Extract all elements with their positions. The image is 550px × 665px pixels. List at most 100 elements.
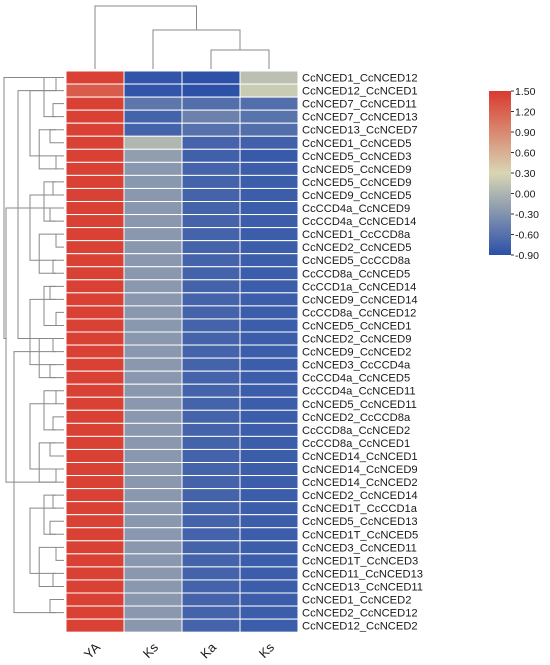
row-label: CcNCED7_CcNCED11 [302,99,417,111]
row-label: CcNCED13_CcNCED11 [302,581,423,593]
heatmap-cell [65,501,125,516]
heatmap-cell [65,135,125,150]
row-label: CcCCD4a_CcNCED14 [302,216,416,228]
legend-tick-label: 1.50 [515,86,536,98]
dendrogram-branch [43,390,56,431]
row-label: CcNCED2_CcNCED14 [302,490,418,502]
heatmap-cell [181,187,241,202]
heatmap-cell [65,187,125,202]
heatmap-cell [123,135,183,150]
color-legend-bar [489,91,511,255]
heatmap-cell [239,422,299,437]
dendrogram-branch [52,259,64,274]
row-label: CcCCD4a_CcNCED5 [302,373,410,385]
heatmap-cell [123,605,183,620]
heatmap-cell [239,187,299,202]
heatmap-cell [181,240,241,255]
heatmap-cell [181,214,241,229]
heatmap-cell [65,357,125,372]
heatmap-cell [239,396,299,411]
heatmap-cell [65,370,125,385]
heatmap-cell [65,279,125,294]
column-label: Ka_Ks [239,639,277,660]
row-label: CcNCED5_CcNCED1 [302,320,411,332]
row-label: CcNCED1_CcCCD8a [302,229,411,241]
row-label: CcNCED5_CcNCED13 [302,516,418,528]
row-label: CcNCED5_CcNCED9 [302,177,411,189]
heatmap-cell [65,305,125,320]
heatmap-cell [123,448,183,464]
heatmap-cell [65,266,125,281]
heatmap-cell [181,514,241,529]
heatmap-cell [239,475,299,490]
heatmap-cell [65,435,125,450]
dendrogram-branch [38,546,56,587]
dendrogram-branch [43,494,56,535]
heatmap-cell [181,553,241,568]
row-label: CcNCED9_CcNCED14 [302,294,418,306]
heatmap-cell [65,579,125,594]
heatmap-cell [65,618,125,633]
heatmap-cell [65,488,125,503]
heatmap-cell [181,566,241,581]
heatmap-cell [123,618,183,633]
heatmap-cells [65,70,299,633]
heatmap-cell [65,462,125,477]
row-label: CcNCED14_CcNCED1 [302,451,418,463]
heatmap-cell [239,488,299,503]
dendrogram-branch [29,507,56,574]
heatmap-cell [181,292,241,307]
heatmap-cell [65,292,125,307]
heatmap-cell [181,540,241,555]
row-label: CcCCD4a_CcNCED9 [302,203,410,215]
heatmap-cell [123,488,183,503]
dendrogram-branch [55,311,64,326]
row-label: CcNCED5_CcNCED9 [302,164,411,176]
heatmap-cell [123,240,183,255]
dendrogram-branch [17,90,56,340]
row-label: CcNCED9_CcNCED2 [302,347,411,359]
row-label: CcNCED2_CcNCED5 [302,242,411,254]
legend-tick-label: 0.00 [515,189,536,201]
heatmap-cell [65,592,125,607]
dendrogram-branch [55,390,64,405]
heatmap-cell [123,227,183,242]
heatmap-cell [123,422,183,437]
row-labels: CcNCED1_CcNCED12CcNCED12_CcNCED1CcNCED7_… [302,73,423,633]
heatmap-cell [65,344,125,359]
heatmap-cell [123,201,183,216]
row-label: CcCCD4a_CcNCED11 [302,386,416,398]
heatmap-cell [65,122,125,137]
heatmap-cell [65,227,125,242]
heatmap-cell [123,579,183,594]
heatmap-cell [239,174,299,189]
dendrogram-branch [38,129,56,170]
row-label: CcNCED1_CcNCED2 [302,595,411,607]
heatmap-cell [65,70,125,85]
heatmap-cell [181,579,241,594]
heatmap-cell [181,435,241,450]
row-label: CcNCED12_CcNCED2 [302,621,418,633]
heatmap-cell [181,592,241,607]
heatmap-cell [65,148,125,163]
dendrogram-branch [49,129,64,144]
heatmap-cell [65,253,125,268]
heatmap-cell [239,592,299,607]
dendrogram-branch [55,233,64,248]
dendrogram-branch [43,181,56,222]
heatmap-cell [123,122,183,137]
heatmap-cell [181,96,241,111]
heatmap-cell [123,396,183,411]
heatmap-cell [239,540,299,555]
dendrogram-branch [5,207,56,483]
heatmap-cell [123,161,183,176]
row-label: CcCCD8a_CcNCED2 [302,425,410,437]
heatmap-cell [181,605,241,620]
heatmap-cell [181,383,241,398]
heatmap-cell [65,240,125,255]
heatmap-cell [239,266,299,281]
heatmap-cell [123,148,183,163]
heatmap-cell [239,161,299,176]
heatmap-cell [239,383,299,398]
heatmap-cell [65,331,125,346]
